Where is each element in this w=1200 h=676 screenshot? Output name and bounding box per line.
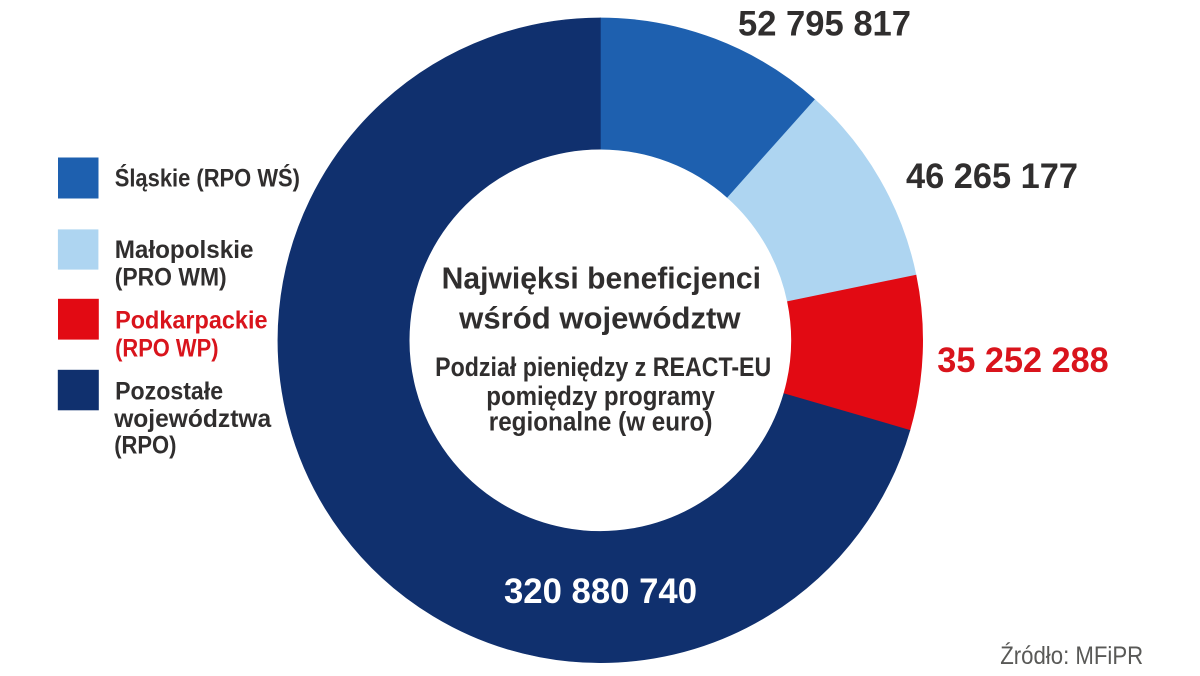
svg-text:Podział pieniędzy z REACT-EU: Podział pieniędzy z REACT-EU	[435, 352, 771, 382]
svg-text:Pozostałe: Pozostałe	[115, 378, 223, 406]
svg-text:regionalne (w euro): regionalne (w euro)	[489, 407, 713, 437]
svg-text:Najwięksi beneficjenci: Najwięksi beneficjenci	[442, 261, 761, 296]
svg-text:pomiędzy programy: pomiędzy programy	[486, 381, 715, 411]
svg-text:35 252 288: 35 252 288	[937, 341, 1108, 380]
svg-text:Śląskie (RPO WŚ): Śląskie (RPO WŚ)	[115, 163, 300, 193]
svg-text:(RPO): (RPO)	[114, 432, 176, 460]
svg-text:52 795 817: 52 795 817	[738, 4, 911, 43]
svg-text:46 265 177: 46 265 177	[906, 157, 1078, 196]
svg-text:Źródło: MFiPR: Źródło: MFiPR	[1000, 641, 1143, 670]
svg-text:(PRO WM): (PRO WM)	[115, 263, 227, 291]
svg-text:(RPO WP): (RPO WP)	[115, 335, 218, 363]
svg-text:320 880 740: 320 880 740	[504, 572, 697, 611]
svg-text:Podkarpackie: Podkarpackie	[115, 307, 267, 335]
svg-text:wśród województw: wśród województw	[458, 301, 741, 336]
svg-text:województwa: województwa	[113, 405, 272, 433]
svg-text:Małopolskie: Małopolskie	[115, 236, 254, 264]
